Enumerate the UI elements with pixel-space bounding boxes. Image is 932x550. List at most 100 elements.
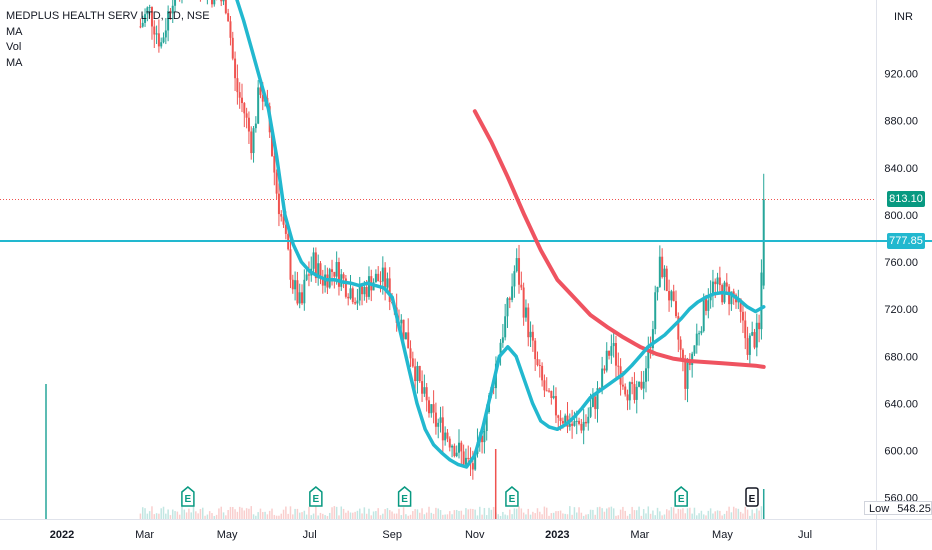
candle-body: [462, 451, 465, 465]
low-label-value: 548.25: [897, 503, 931, 515]
candle-body: [414, 366, 417, 382]
candle-body: [220, 0, 223, 2]
legend-ma-2[interactable]: MA: [6, 56, 23, 69]
earnings-marker[interactable]: E: [745, 487, 759, 507]
earnings-marker[interactable]: E: [181, 486, 195, 507]
candle-body: [594, 396, 597, 410]
candle-body: [427, 400, 430, 414]
candle-body: [575, 420, 578, 422]
candle-body: [695, 333, 698, 346]
candle-body: [444, 432, 447, 441]
volume-bar: [308, 506, 310, 519]
volume-bar: [756, 508, 758, 519]
volume-bar: [144, 508, 146, 519]
volume-bar: [494, 449, 497, 519]
earnings-marker[interactable]: E: [674, 486, 688, 507]
earnings-marker-label: E: [749, 494, 756, 505]
candle-body: [621, 384, 624, 387]
candle-body: [714, 281, 717, 285]
candle-body: [718, 277, 721, 286]
y-tick-label: 680.00: [884, 351, 918, 363]
volume-bar: [232, 507, 234, 519]
candle-body: [665, 268, 668, 292]
volume-bar: [204, 515, 206, 519]
volume-bar: [444, 514, 446, 519]
x-tick-label: May: [217, 529, 238, 541]
volume-bar: [515, 508, 518, 519]
candle-body: [538, 365, 541, 367]
legend-ma-1[interactable]: MA: [6, 25, 23, 38]
volume-bar: [220, 506, 222, 519]
volume-bar: [585, 514, 587, 519]
volume-bar: [211, 513, 213, 519]
candle-body: [229, 21, 232, 38]
volume-bar: [479, 506, 481, 519]
x-tick-label: Sep: [382, 529, 402, 541]
volume-bar: [271, 508, 273, 519]
earnings-marker[interactable]: E: [397, 486, 412, 507]
candle-body: [746, 338, 749, 355]
volume-bar: [467, 509, 469, 519]
volume-bar: [636, 510, 638, 519]
x-tick-label: Nov: [465, 529, 485, 541]
volume-bar: [721, 515, 723, 519]
currency-label[interactable]: INR: [894, 11, 913, 23]
volume-bar: [564, 513, 566, 519]
candle-body: [409, 348, 412, 359]
volume-bar: [566, 514, 569, 519]
volume-bar: [735, 508, 737, 519]
candle-body: [663, 268, 666, 278]
volume-bar: [296, 508, 299, 519]
candle-body: [361, 286, 364, 295]
volume-bar: [668, 510, 670, 519]
candle-body: [467, 457, 470, 459]
volume-bar: [435, 507, 437, 519]
volume-bar: [419, 512, 421, 519]
volume-bar: [601, 508, 603, 519]
candle-body: [437, 422, 440, 427]
y-tick-label: 720.00: [884, 304, 918, 316]
volume-bar: [319, 512, 322, 519]
candle-body: [291, 279, 294, 290]
earnings-marker[interactable]: E: [505, 486, 519, 507]
legend-vol[interactable]: Vol: [6, 41, 22, 53]
candle-body: [693, 345, 696, 354]
earnings-marker[interactable]: E: [309, 486, 323, 507]
candle-body: [160, 42, 163, 47]
candle-body: [605, 350, 608, 371]
candle-body: [541, 365, 544, 381]
volume-bar: [612, 508, 615, 519]
volume-bar: [488, 507, 490, 519]
volume-bar: [705, 515, 707, 519]
volume-bar: [746, 509, 749, 519]
volume-bar: [315, 506, 317, 519]
candle-body: [504, 316, 507, 338]
candle-body: [250, 131, 253, 154]
candle-body: [628, 382, 631, 401]
volume-bar: [409, 514, 412, 519]
x-tick-label: Jul: [303, 529, 317, 541]
candle-body: [280, 214, 283, 217]
candle-body: [464, 457, 467, 465]
volume-bar: [206, 514, 209, 519]
candle-body: [617, 365, 620, 367]
candle-body: [596, 388, 599, 410]
volume-bar: [608, 507, 610, 519]
candle-body: [282, 216, 285, 225]
volume-bar: [543, 506, 546, 519]
volume-bar: [534, 513, 536, 519]
volume-bar: [529, 514, 532, 519]
candle-body: [434, 412, 437, 427]
candle-body: [335, 262, 338, 277]
candle-body: [529, 331, 532, 338]
candle-body: [522, 287, 525, 318]
candle-body: [610, 346, 613, 356]
volume-bar: [416, 509, 419, 519]
volume-bar: [197, 513, 199, 519]
volume-bar: [472, 508, 474, 519]
volume-bar: [541, 514, 543, 519]
candle-body: [670, 291, 673, 301]
volume-bar: [388, 510, 391, 519]
volume-bar: [686, 508, 689, 519]
